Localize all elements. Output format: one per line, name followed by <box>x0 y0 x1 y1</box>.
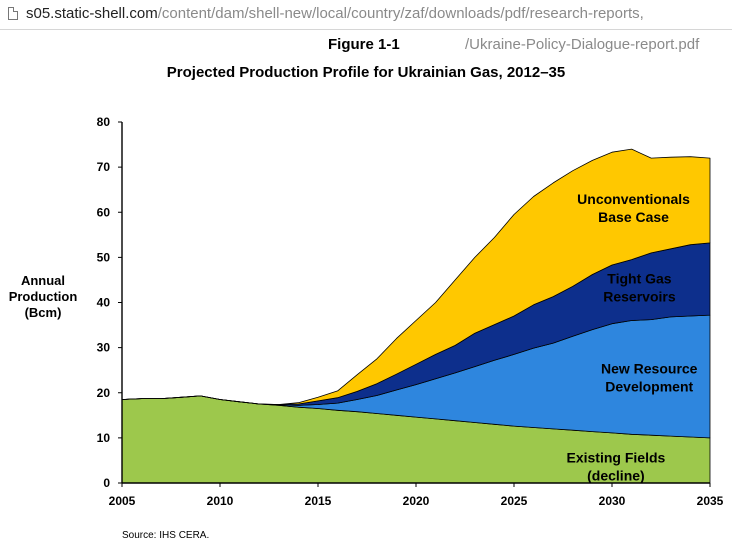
x-tick-label: 2020 <box>403 494 430 508</box>
x-tick-label: 2015 <box>305 494 332 508</box>
y-axis-label-line-3: (Bcm) <box>24 305 62 320</box>
label-tight-gas-reservoirs: Tight Gas Reservoirs <box>603 271 676 305</box>
chart-title: Projected Production Profile for Ukraini… <box>166 64 566 81</box>
x-tick-label: 2025 <box>501 494 528 508</box>
label-new-resource-development: New Resource Development <box>601 360 698 394</box>
area-unconventionals-base-case <box>121 148 711 405</box>
y-tick-label: 30 <box>97 341 111 355</box>
y-tick-label: 20 <box>97 386 111 400</box>
url-text[interactable]: s05.static-shell.com/content/dam/shell-n… <box>26 5 644 22</box>
address-bar[interactable]: s05.static-shell.com/content/dam/shell-n… <box>0 0 732 30</box>
y-tick-label: 60 <box>97 205 111 219</box>
x-tick-label: 2010 <box>207 494 234 508</box>
url-path: /content/dam/shell-new/local/country/zaf… <box>157 5 644 22</box>
y-axis-label-line-1: Annual <box>20 273 66 288</box>
figure-source: Source: IHS CERA. <box>122 530 210 541</box>
label-existing-fields-decline: Existing Fields (decline) <box>567 450 666 484</box>
page-icon <box>8 7 18 20</box>
y-tick-label: 40 <box>97 296 111 310</box>
url-path-continued: /Ukraine-Policy-Dialogue-report.pdf <box>465 36 700 53</box>
y-axis-label-line-2: Production <box>8 289 78 304</box>
y-tick-label: 0 <box>103 476 110 490</box>
y-tick-label: 80 <box>97 115 111 129</box>
y-axis-label: Annual Production (Bcm) <box>2 273 84 321</box>
chart-labels: Existing Fields (decline) New Resource Deve… <box>567 191 698 484</box>
y-tick-label: 50 <box>97 250 111 264</box>
y-tick-label: 70 <box>97 160 111 174</box>
label-unconventionals-base-case: Unconventionals Base Case <box>577 191 690 225</box>
figure-number: Figure 1-1 <box>328 36 400 53</box>
url-host: s05.static-shell.com <box>26 5 158 22</box>
x-tick-label: 2030 <box>599 494 626 508</box>
chart-areas <box>121 148 711 484</box>
y-tick-label: 10 <box>97 431 111 445</box>
x-tick-label: 2035 <box>697 494 724 508</box>
x-tick-label: 2005 <box>109 494 136 508</box>
